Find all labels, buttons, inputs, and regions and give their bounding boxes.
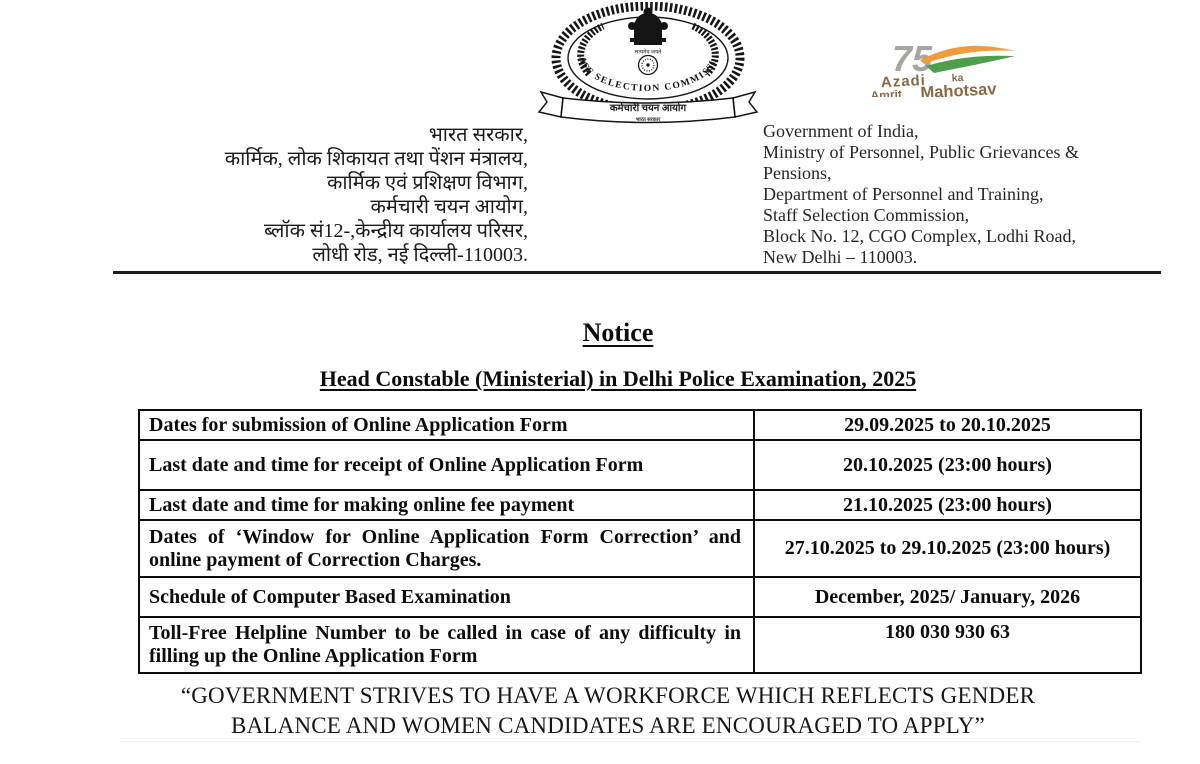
table-row: Schedule of Computer Based Examination D…	[138, 576, 1142, 618]
notice-title: Notice	[582, 318, 654, 347]
row-label: Dates of ‘Window for Online Application …	[138, 519, 755, 578]
table-row: Dates for submission of Online Applicati…	[138, 409, 1142, 441]
english-address-line: Staff Selection Commission,	[763, 205, 970, 225]
ssc-emblem: सत्यमेव जयते STAFF SELECTION COMMISSION …	[531, 2, 759, 124]
azadi-word-azadi: Azadi	[880, 72, 926, 91]
azadi-word-ka: ka	[951, 72, 963, 85]
azadi-flag-swoosh-icon	[920, 45, 1015, 73]
row-label: Schedule of Computer Based Examination	[138, 576, 755, 618]
row-value: 27.10.2025 to 29.10.2025 (23:00 hours)	[753, 519, 1142, 578]
row-label: Last date and time for making online fee…	[138, 489, 755, 521]
row-value: 180 030 930 63	[753, 616, 1142, 674]
header-divider	[113, 271, 1161, 274]
row-label: Toll-Free Helpline Number to be called i…	[138, 616, 755, 674]
row-label: Last date and time for receipt of Online…	[138, 439, 755, 491]
azadi-ka-amrit-mahotsav-logo: 75 Azadi ka Amrit Mahotsav	[870, 38, 1015, 97]
hindi-address-line: लोधी रोड, नई दिल्ली-110003.	[312, 244, 528, 266]
emblem-banner: कर्मचारी चयन आयोग भारत सरकार	[537, 90, 759, 124]
laurel-left-icon	[577, 22, 605, 77]
table-row: Toll-Free Helpline Number to be called i…	[138, 616, 1142, 674]
table-row: Last date and time for receipt of Online…	[138, 439, 1142, 491]
hindi-address-line: कर्मचारी चयन आयोग,	[370, 196, 528, 218]
header: सत्यमेव जयते STAFF SELECTION COMMISSION …	[0, 0, 1200, 275]
hindi-address-line: कार्मिक, लोक शिकायत तथा पेंशन मंत्रालय,	[224, 148, 528, 170]
english-address-line: Department of Personnel and Training,	[763, 184, 1044, 204]
quote-line: BALANCE AND WOMEN CANDIDATES ARE ENCOURA…	[231, 713, 985, 738]
azadi-word-amrit: Amrit	[870, 87, 902, 97]
emblem-banner-text: कर्मचारी चयन आयोग	[609, 101, 687, 114]
laurel-right-icon	[691, 22, 719, 77]
english-address-line: Block No. 12, CGO Complex, Lodhi Road,	[763, 226, 1076, 246]
hindi-address-line: ब्लॉक सं12-,केन्द्रीय कार्यालय परिसर,	[263, 220, 528, 242]
hindi-address-line: भारत सरकार,	[428, 124, 528, 146]
row-value: 21.10.2025 (23:00 hours)	[753, 489, 1142, 521]
english-address-block: Government of India, Ministry of Personn…	[763, 121, 1163, 268]
schedule-table: Dates for submission of Online Applicati…	[138, 409, 1142, 674]
table-row: Dates of ‘Window for Online Application …	[138, 519, 1142, 578]
english-address-line: Ministry of Personnel, Public Grievances…	[763, 142, 1079, 162]
notice-subtitle: Head Constable (Ministerial) in Delhi Po…	[319, 366, 917, 391]
hindi-address-line: कार्मिक एवं प्रशिक्षण विभाग,	[327, 172, 528, 194]
emblem-banner-subtext: भारत सरकार	[636, 117, 661, 123]
english-address-line: Government of India,	[763, 121, 919, 141]
bottom-faint-line	[120, 741, 1140, 742]
english-address-line: New Delhi – 110003.	[763, 247, 918, 267]
quote-line: “GOVERNMENT STRIVES TO HAVE A WORKFORCE …	[180, 683, 1036, 708]
row-label: Dates for submission of Online Applicati…	[138, 409, 755, 441]
hindi-address-block: भारत सरकार, कार्मिक, लोक शिकायत तथा पेंश…	[225, 123, 528, 267]
row-value: 29.09.2025 to 20.10.2025	[753, 409, 1142, 441]
english-address-line: Pensions,	[763, 163, 832, 183]
azadi-word-mahotsav: Mahotsav	[920, 80, 998, 97]
row-value: December, 2025/ January, 2026	[753, 576, 1142, 618]
emblem-chakra-icon	[637, 54, 659, 76]
table-row: Last date and time for making online fee…	[138, 489, 1142, 521]
row-value: 20.10.2025 (23:00 hours)	[753, 439, 1142, 491]
footer-quote: “GOVERNMENT STRIVES TO HAVE A WORKFORCE …	[0, 681, 1200, 741]
emblem-motto: सत्यमेव जयते	[635, 49, 662, 56]
ashoka-lions-icon	[628, 7, 668, 45]
